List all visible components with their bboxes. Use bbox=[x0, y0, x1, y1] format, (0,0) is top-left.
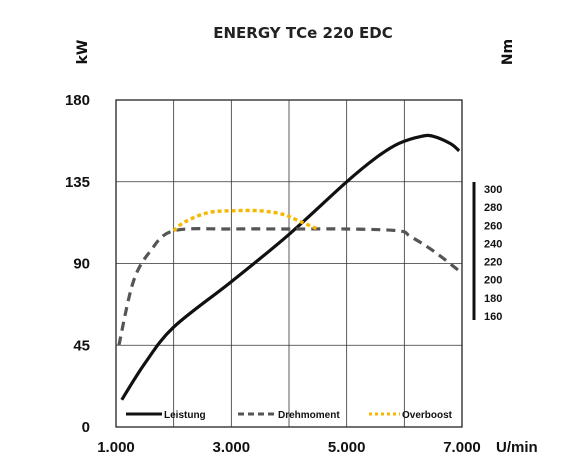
x-tick-label: 5.000 bbox=[328, 439, 366, 456]
x-tick-label: 1.000 bbox=[97, 439, 135, 456]
series-lines bbox=[117, 133, 461, 401]
series-line-overboost bbox=[172, 208, 319, 233]
y-tick-label: 180 bbox=[65, 92, 90, 109]
right-tick-label: 200 bbox=[484, 275, 502, 287]
x-tick-label: 7.000 bbox=[443, 439, 481, 456]
right-tick-label: 160 bbox=[484, 311, 502, 323]
right-tick-label: 180 bbox=[484, 293, 502, 305]
series-line-drehmoment bbox=[117, 227, 461, 346]
right-tick-label: 220 bbox=[484, 257, 502, 269]
y-axis-ticks: 0 45 90 135 180 bbox=[65, 92, 90, 436]
legend: Leistung Drehmoment Overboost bbox=[126, 410, 453, 421]
right-axis-unit: Nm bbox=[500, 39, 516, 65]
x-tick-label: 3.000 bbox=[213, 439, 251, 456]
grid-lines bbox=[116, 100, 462, 427]
right-axis-ticks: 300 280 260 240 220 200 180 160 bbox=[484, 184, 502, 323]
series-line-leistung bbox=[120, 133, 461, 401]
x-axis-ticks: 1.000 3.000 5.000 7.000 bbox=[97, 439, 481, 456]
legend-label-drehmoment: Drehmoment bbox=[278, 410, 340, 421]
x-axis-label: U/min bbox=[496, 439, 538, 456]
right-tick-label: 260 bbox=[484, 220, 502, 232]
y-tick-label: 90 bbox=[73, 256, 90, 273]
left-axis-unit: kW bbox=[75, 40, 91, 65]
right-tick-label: 280 bbox=[484, 202, 502, 214]
right-tick-label: 300 bbox=[484, 184, 502, 196]
legend-label-overboost: Overboost bbox=[402, 410, 453, 421]
chart-title: ENERGY TCe 220 EDC bbox=[213, 24, 393, 42]
y-tick-label: 45 bbox=[73, 337, 90, 354]
legend-label-leistung: Leistung bbox=[164, 410, 206, 421]
right-tick-label: 240 bbox=[484, 238, 502, 250]
y-tick-label: 0 bbox=[82, 419, 90, 436]
y-tick-label: 135 bbox=[65, 174, 90, 191]
